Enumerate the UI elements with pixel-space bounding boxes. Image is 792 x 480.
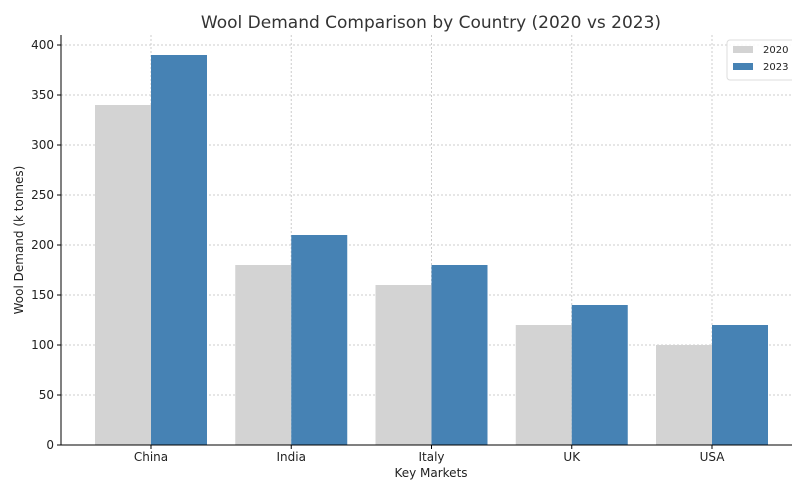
y-tick-label: 400	[31, 38, 54, 52]
legend-label-2023: 2023	[763, 62, 788, 73]
x-tick-label: USA	[700, 450, 726, 464]
legend-swatch-2020	[733, 46, 753, 53]
axes	[60, 35, 792, 446]
y-tick-label: 300	[31, 138, 54, 152]
y-tick-label: 250	[31, 188, 54, 202]
bars	[95, 55, 768, 445]
x-axis-label: Key Markets	[394, 466, 467, 480]
bar-2023-india	[291, 235, 348, 445]
y-ticks: 0 50 100 150 200 250 300 350 400	[31, 38, 61, 452]
y-tick-label: 350	[31, 88, 54, 102]
x-ticks: China India Italy UK USA	[134, 445, 725, 464]
bar-2023-usa	[712, 325, 768, 445]
bar-2020-italy	[375, 285, 432, 445]
y-tick-label: 100	[31, 338, 54, 352]
y-axis-label: Wool Demand (k tonnes)	[12, 166, 26, 315]
legend-swatch-2023	[733, 63, 753, 70]
x-tick-label: India	[277, 450, 306, 464]
bar-2023-uk	[571, 305, 628, 445]
bar-2020-india	[235, 265, 292, 445]
bar-2020-usa	[656, 345, 712, 445]
legend: 2020 2023	[726, 39, 792, 81]
y-tick-label: 50	[39, 388, 54, 402]
bar-2020-uk	[515, 325, 572, 445]
x-tick-label: Italy	[418, 450, 444, 464]
x-tick-label: China	[134, 450, 168, 464]
y-tick-label: 150	[31, 288, 54, 302]
bar-2020-china	[95, 105, 151, 445]
y-tick-label: 0	[46, 438, 54, 452]
bar-2023-italy	[431, 265, 488, 445]
legend-label-2020: 2020	[763, 45, 788, 56]
bar-2023-china	[151, 55, 207, 445]
chart-title: Wool Demand Comparison by Country (2020 …	[201, 13, 661, 33]
y-tick-label: 200	[31, 238, 54, 252]
x-tick-label: UK	[563, 450, 581, 464]
